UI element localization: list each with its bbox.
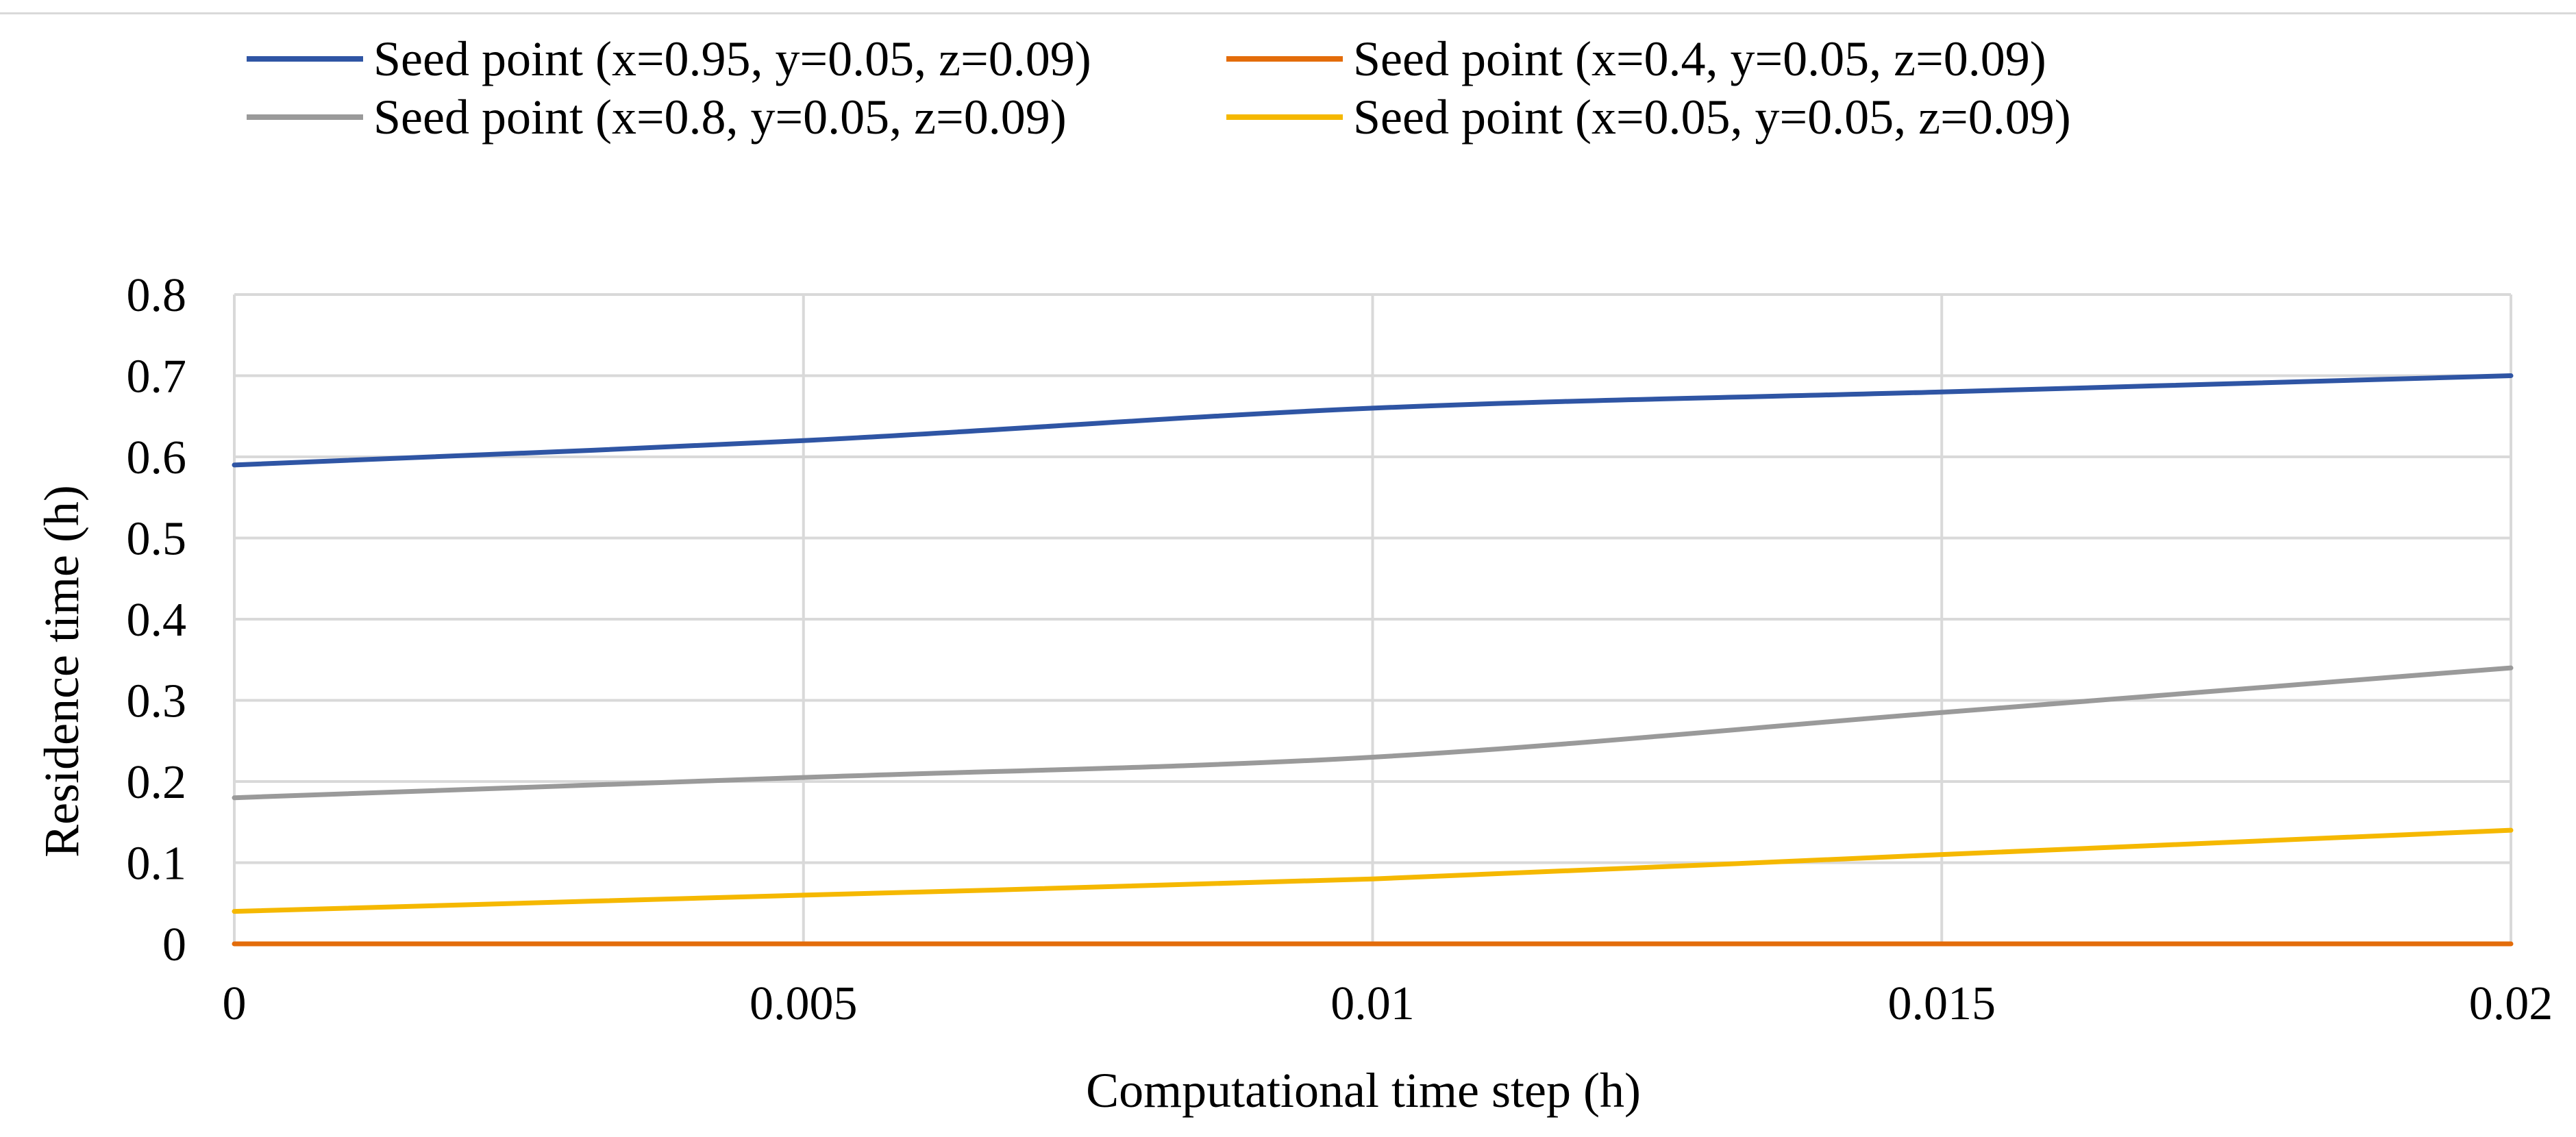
- chart-gridlines: [233, 293, 2512, 945]
- x-axis-title: Computational time step (h): [1086, 1063, 1641, 1118]
- y-tick-label: 0.8: [127, 269, 187, 322]
- legend-item: Seed point (x=0.8, y=0.05, z=0.09): [247, 90, 1067, 145]
- legend-label: Seed point (x=0.4, y=0.05, z=0.09): [1353, 32, 2046, 86]
- chart-legend: Seed point (x=0.95, y=0.05, z=0.09) Seed …: [247, 32, 2071, 145]
- y-tick-label: 0.2: [127, 756, 187, 809]
- series-line: [232, 827, 2514, 914]
- x-tick-label: 0.005: [750, 977, 858, 1030]
- legend-item: Seed point (x=0.4, y=0.05, z=0.09): [1226, 32, 2046, 86]
- chart-series: [232, 373, 2514, 947]
- series-line: [232, 665, 2514, 801]
- legend-label: Seed point (x=0.95, y=0.05, z=0.09): [373, 32, 1091, 86]
- x-tick-label: 0.01: [1330, 977, 1415, 1030]
- y-axis-title: Residence time (h): [34, 485, 89, 858]
- y-tick-label: 0.3: [127, 675, 187, 728]
- y-tick-label: 0.1: [127, 838, 187, 890]
- x-tick-label: 0.015: [1888, 977, 1996, 1030]
- y-tick-label: 0.5: [127, 513, 187, 566]
- legend-item: Seed point (x=0.95, y=0.05, z=0.09): [247, 32, 1091, 86]
- y-tick-label: 0.4: [127, 594, 187, 647]
- top-divider: [0, 12, 2576, 14]
- series-line: [232, 373, 2514, 468]
- y-tick-label: 0.7: [127, 351, 187, 403]
- y-tick-label: 0: [162, 919, 186, 971]
- legend-label: Seed point (x=0.05, y=0.05, z=0.09): [1353, 90, 2071, 145]
- x-tick-label: 0: [223, 977, 247, 1030]
- legend-item: Seed point (x=0.05, y=0.05, z=0.09): [1226, 90, 2071, 145]
- y-tick-label: 0.6: [127, 432, 187, 484]
- legend-label: Seed point (x=0.8, y=0.05, z=0.09): [373, 90, 1067, 145]
- x-tick-label: 0.02: [2469, 977, 2553, 1030]
- chart-tick-labels: 0 0.1 0.2 0.3 0.4 0.5 0.6 0.7 0.8 0 0.005 0.01 0.015…: [127, 269, 2553, 1030]
